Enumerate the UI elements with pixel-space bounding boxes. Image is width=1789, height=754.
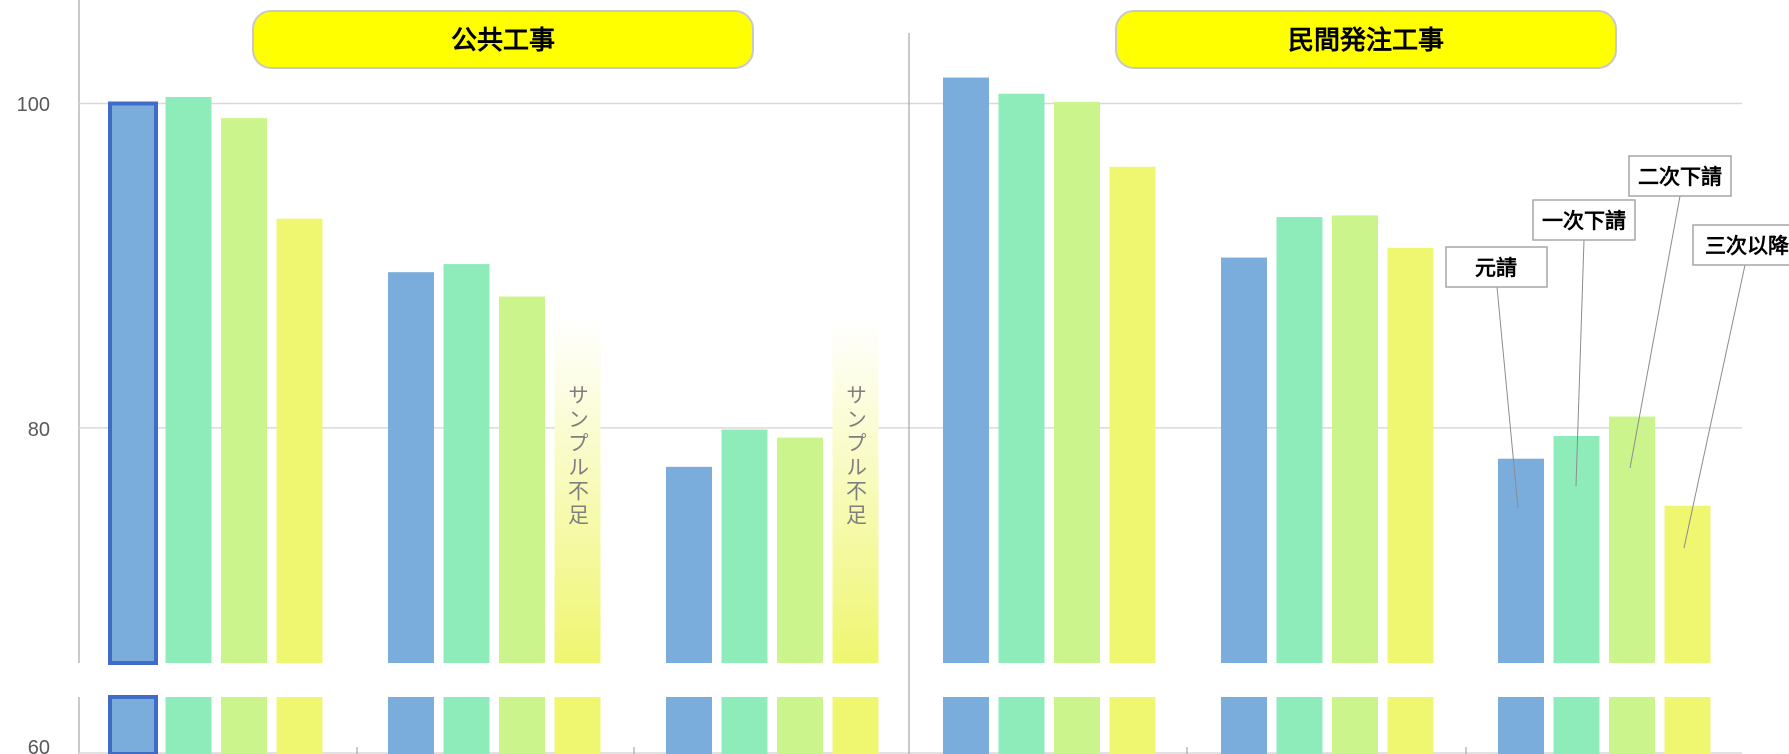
bar-lower-segment <box>276 697 323 754</box>
panel-header-title: 公共工事 <box>451 26 555 56</box>
bar <box>1109 166 1156 663</box>
panel-header-box <box>252 10 754 69</box>
bar <box>943 77 989 664</box>
bar-lower-segment <box>1664 697 1711 754</box>
bar-lower-segment <box>554 697 601 754</box>
bar-lower-segment <box>666 697 712 754</box>
insufficient-sample-label: サンプル不足 <box>844 384 868 528</box>
bar-lower-segment <box>108 695 158 754</box>
bar <box>499 296 545 663</box>
insufficient-sample-bar <box>554 320 601 663</box>
bar <box>1498 458 1544 663</box>
series-callout-label: 元請 <box>1475 256 1517 280</box>
bar <box>1609 416 1655 663</box>
bar-lower-segment <box>388 697 434 754</box>
callout-leader-line <box>1683 264 1746 549</box>
bar-lower-segment <box>943 697 989 754</box>
bar-lower-segment <box>777 697 823 754</box>
bar <box>388 272 434 663</box>
insufficient-sample-label: サンプル不足 <box>566 384 590 528</box>
bar-lower-segment <box>1609 697 1655 754</box>
bar-lower-segment <box>832 697 879 754</box>
bar <box>1221 257 1267 663</box>
bar <box>165 97 212 663</box>
bar-lower-segment <box>721 697 768 754</box>
y-tick-label: 60 <box>28 737 50 754</box>
callout-leader-line <box>1629 195 1681 469</box>
bar <box>777 437 823 663</box>
bar-lower-segment <box>165 697 212 754</box>
bar <box>108 101 158 665</box>
bar <box>666 466 712 663</box>
bar <box>443 264 490 663</box>
bar-lower-segment <box>1387 697 1434 754</box>
bar-lower-segment <box>499 697 545 754</box>
bar-lower-segment <box>998 697 1045 754</box>
bar-lower-segment <box>1109 697 1156 754</box>
bar-lower-segment <box>1498 697 1544 754</box>
panel-header-box <box>1115 10 1617 69</box>
bar <box>221 118 267 663</box>
bar <box>1276 217 1323 664</box>
bar <box>1387 247 1434 663</box>
bar <box>1664 505 1711 663</box>
callout-label-box <box>1532 199 1636 241</box>
bar <box>721 429 768 663</box>
bar-lower-segment <box>1332 697 1378 754</box>
insufficient-sample-bar <box>832 320 879 663</box>
bar-lower-segment <box>1553 697 1600 754</box>
bar-lower-segment <box>443 697 490 754</box>
series-callout-label: 二次下請 <box>1638 165 1722 189</box>
bar <box>276 218 323 664</box>
callout-leader-line <box>1496 286 1519 509</box>
bar <box>998 93 1045 663</box>
series-callout-label: 三次以降 <box>1705 234 1789 258</box>
callout-label-box <box>1692 224 1789 266</box>
callout-label-box <box>1628 155 1732 197</box>
callout-label-box <box>1445 246 1548 288</box>
y-tick-label: 80 <box>28 419 50 441</box>
bar-lower-segment <box>1276 697 1323 754</box>
panel-header-title: 民間発注工事 <box>1288 25 1444 56</box>
bar-lower-segment <box>1221 697 1267 754</box>
bar <box>1054 101 1100 664</box>
y-tick-label: 100 <box>17 94 50 116</box>
callout-leader-line <box>1575 239 1585 487</box>
bar-lower-segment <box>1054 697 1100 754</box>
bar <box>1332 215 1378 663</box>
bar-lower-segment <box>221 697 267 754</box>
series-callout-label: 一次下請 <box>1542 209 1626 233</box>
